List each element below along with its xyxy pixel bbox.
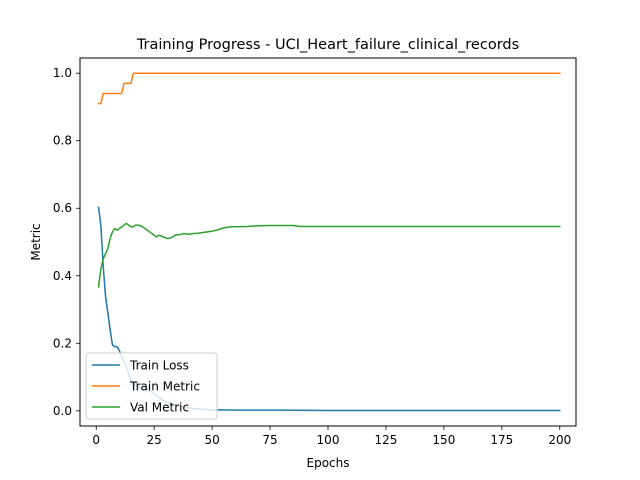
x-tick-label: 125	[374, 433, 397, 447]
y-tick-label: 0.8	[53, 134, 72, 148]
x-tick-label: 200	[548, 433, 571, 447]
x-axis-ticks: 0 25 50 75 100 125 150 175 200	[92, 426, 571, 447]
legend-label-train-loss: Train Loss	[129, 359, 189, 373]
chart-title: Training Progress - UCI_Heart_failure_cl…	[136, 37, 519, 53]
legend-label-train-metric: Train Metric	[129, 380, 200, 394]
x-tick-label: 150	[432, 433, 455, 447]
x-tick-label: 25	[147, 433, 162, 447]
x-tick-label: 75	[262, 433, 277, 447]
y-tick-label: 0.6	[53, 201, 72, 215]
x-tick-label: 50	[204, 433, 219, 447]
x-tick-label: 100	[317, 433, 340, 447]
y-axis-label: Metric	[29, 223, 43, 260]
y-tick-label: 1.0	[53, 66, 72, 80]
y-tick-label: 0.0	[53, 404, 72, 418]
legend: Train Loss Train Metric Val Metric	[85, 352, 218, 420]
x-tick-label: 0	[92, 433, 100, 447]
x-tick-label: 175	[490, 433, 513, 447]
y-axis-ticks: 0.0 0.2 0.4 0.6 0.8 1.0	[53, 66, 80, 418]
legend-box	[85, 352, 218, 420]
legend-label-val-metric: Val Metric	[130, 401, 189, 415]
series-line-train-metric	[97, 72, 561, 105]
series-line-val-metric	[97, 222, 561, 288]
y-tick-label: 0.4	[53, 269, 72, 283]
x-axis-label: Epochs	[307, 456, 350, 470]
y-tick-label: 0.2	[53, 336, 72, 350]
